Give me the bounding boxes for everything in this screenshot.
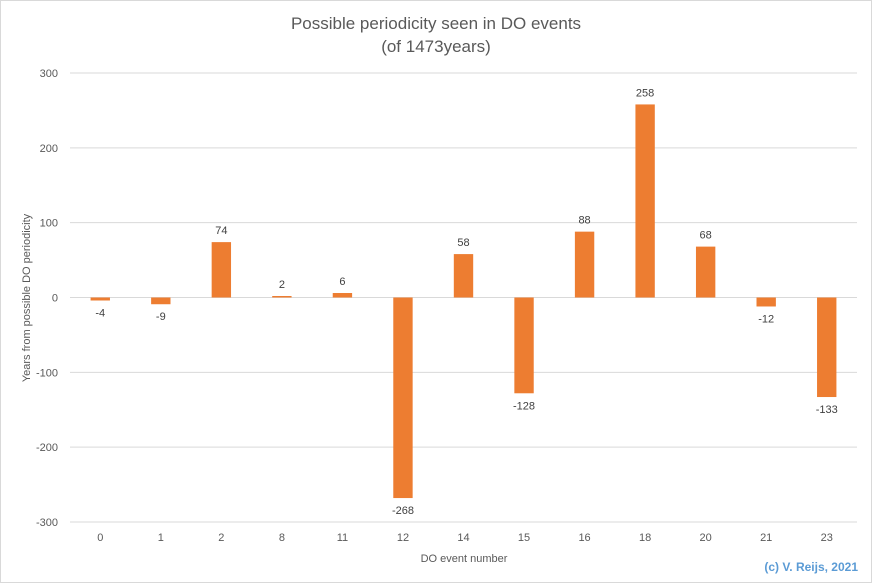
- y-tick-label: 0: [52, 293, 58, 305]
- y-axis-title: Years from possible DO periodicity: [21, 213, 33, 382]
- data-label: -133: [816, 404, 838, 416]
- x-tick-label: 0: [97, 532, 103, 544]
- chart-subtitle: (of 1473years): [381, 37, 491, 56]
- data-label: 68: [700, 230, 712, 242]
- x-tick-label: 12: [397, 532, 409, 544]
- x-tick-label: 11: [337, 532, 348, 544]
- x-axis-ticks: 0 1 2 8 11 12 14 15 16 18 20 21 23: [97, 532, 833, 544]
- bar: [151, 297, 171, 305]
- data-label: -9: [156, 311, 166, 323]
- data-label: 58: [457, 237, 469, 249]
- bar: [817, 297, 837, 398]
- x-tick-label: 15: [518, 532, 530, 544]
- data-label: 74: [215, 225, 227, 237]
- copyright-annotation: (c) V. Reijs, 2021: [764, 560, 858, 574]
- x-tick-label: 21: [760, 532, 772, 544]
- y-tick-label: -100: [36, 367, 58, 379]
- gridlines: [70, 72, 857, 523]
- x-tick-label: 18: [639, 532, 651, 544]
- data-labels: -4 -9 74 2 6 -268 58 -128 88 258 68 -12 -133: [95, 87, 837, 517]
- y-tick-label: -200: [36, 442, 58, 454]
- bars: [90, 104, 837, 499]
- y-tick-label: 300: [40, 68, 58, 80]
- data-label: 88: [578, 215, 590, 227]
- data-label: -268: [392, 505, 414, 517]
- x-tick-label: 23: [821, 532, 833, 544]
- x-axis-title: DO event number: [421, 553, 508, 565]
- bar: [635, 104, 655, 298]
- bar: [514, 297, 534, 394]
- x-tick-label: 2: [218, 532, 224, 544]
- bar: [332, 293, 353, 298]
- y-tick-label: -300: [36, 517, 58, 529]
- data-label: -4: [95, 307, 105, 319]
- bar: [695, 246, 716, 298]
- data-label: 2: [279, 279, 285, 291]
- y-tick-label: 100: [40, 218, 58, 230]
- data-label: 6: [339, 276, 345, 288]
- x-tick-label: 8: [279, 532, 285, 544]
- data-label: 258: [636, 87, 654, 99]
- bar: [393, 297, 413, 499]
- chart-title: Possible periodicity seen in DO events: [291, 14, 581, 33]
- bar: [574, 231, 595, 298]
- bar: [756, 297, 776, 307]
- bar: [272, 296, 292, 298]
- y-axis-ticks: 300 200 100 0 -100 -200 -300: [36, 68, 58, 529]
- bar: [211, 242, 232, 298]
- x-tick-label: 14: [457, 532, 469, 544]
- data-label: -128: [513, 400, 535, 412]
- x-tick-label: 1: [158, 532, 164, 544]
- x-tick-label: 16: [578, 532, 590, 544]
- bar: [453, 254, 474, 298]
- bar: [90, 297, 110, 301]
- x-tick-label: 20: [700, 532, 712, 544]
- y-tick-label: 200: [40, 143, 58, 155]
- data-label: -12: [758, 313, 774, 325]
